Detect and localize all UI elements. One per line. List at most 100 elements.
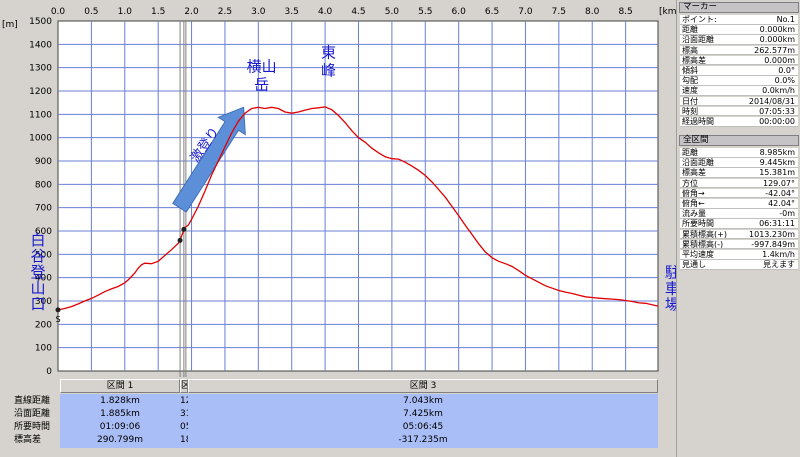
total-panel-row-value: 1.4km/h [762,250,795,259]
segment-header-1[interactable]: 区間 1 [60,379,180,393]
y-tick-label: 700 [35,204,52,214]
total-panel-row-key: 平均速度 [682,250,714,259]
segment-cell: -317.235m [398,435,448,445]
total-panel-row: 俯角← 42.04° [680,199,798,209]
segment-row-label: 所要時間 [14,422,51,432]
marker-panel-row-value: 00:00:00 [759,117,795,126]
segment-cell: 7.425km [403,409,443,419]
segment-header-2[interactable]: 区 [180,379,188,393]
marker-panel-row-value: 0.000km [759,25,795,35]
segment-table: 区間 1区区間 3 直線距離 1.828km 12 7.043km 沿面距離 1.885k… [0,377,662,457]
x-tick-label: 8.5 [618,7,632,17]
marker-panel-row-key: 標高 [682,45,698,55]
segment-cell: 31 [180,409,188,419]
total-panel-row: 距離 8.985km [680,148,798,158]
total-panel-row-value: 06:31:11 [759,219,795,229]
y-tick-label: 800 [35,180,52,190]
y-tick-label: 1400 [29,40,52,50]
segment-row-label: 直線距離 [14,396,51,406]
x-tick-label: 1.5 [151,7,165,17]
marker-label: S [55,315,60,324]
total-panel-row-key: 標高差 [682,168,706,178]
total-panel-row-key: 累積標高(-) [682,239,724,249]
total-panel-row-value: 129.07° [763,178,795,188]
marker-panel-row-key: 傾斜 [682,66,698,75]
segment-cell: 290.799m [97,435,143,445]
marker-panel-row-value: 07:05:33 [759,106,795,116]
steep-arrow-shape [172,106,246,213]
info-panel: マーカー ポイント: No.1 距離 0.000km 沿面距離 0.000km 標高 262.… [676,0,800,457]
total-panel-row-value: 42.04° [768,199,795,208]
segment-cell: 05:06:45 [402,422,444,432]
total-panel-title: 全区間 [679,135,799,146]
marker-panel-row-value: 0.0km/h [762,86,795,96]
annotation-char: 白 [30,231,45,249]
marker [181,226,187,232]
marker-panel-row: 経過時間 00:00:00 [680,117,798,127]
total-panel-row-value: -42.04° [765,188,795,198]
total-panel-row-key: 流み量 [682,209,706,219]
total-panel-row: 流み量 -0m [680,209,798,219]
marker-panel-row: 日付 2014/08/31 [680,96,798,107]
marker-panel-row-value: 0.0% [774,76,795,86]
total-panel-row-key: 所要時間 [682,219,714,229]
annotation-char: 登 [30,263,45,281]
y-axis-ticks: 0 100 200 300 400 500 600 700 800 900 1000 1100 1200… [29,17,52,377]
marker-panel-row: 標高 262.577m [680,45,798,56]
y-tick-label: 200 [35,320,52,330]
annotation-char: 場 [665,295,676,313]
segment-header-3[interactable]: 区間 3 [188,379,658,393]
marker-panel-row: 傾斜 0.0° [680,66,798,76]
segment-header-row: 区間 1区区間 3 [0,379,662,393]
x-tick-label: 5.0 [385,7,400,17]
y-tick-label: 1000 [29,134,52,144]
segment-cell: 01:09:06 [99,422,141,432]
total-panel-row-key: 見通し [682,260,706,270]
y-tick-label: 1300 [29,64,52,74]
segment-cell: 1.828km [100,396,140,406]
annotation-stacked: 横山岳 [247,57,277,93]
total-panel-row: 見通し 見えます [680,260,798,270]
marker-dot [55,307,61,313]
annotation-vertical: 駐車場 [665,263,676,313]
total-panel-row-key: 距離 [682,148,698,157]
total-panel-row: 累積標高(-) -997.849m [680,239,798,250]
annotation-line: 岳 [254,75,269,93]
total-panel-row: 方位 129.07° [680,178,798,189]
marker-panel-row-value: 0.000km [759,35,795,45]
x-tick-label: 6.5 [485,7,499,17]
x-tick-label: 8.0 [585,7,600,17]
annotation-char: 車 [665,279,676,297]
y-tick-label: 500 [35,250,52,260]
total-panel-row: 累積標高(+) 1013.230m [680,229,798,240]
elevation-series-line [57,106,659,311]
x-tick-label: 2.0 [184,7,199,17]
segment-row: 標高差 290.799m 18 -317.235m [0,434,662,447]
marker-panel-row-key: 沿面距離 [682,35,714,45]
marker-panel-row-key: 時刻 [682,106,698,116]
marker-dot [181,226,187,232]
x-tick-label: 0.5 [84,7,98,17]
marker-panel-row-value: 2014/08/31 [748,96,795,106]
total-panel-row-value: 1013.230m [749,229,795,239]
marker-panel-row-key: 速度 [682,86,698,96]
marker-panel-row: 沿面距離 0.000km [680,35,798,46]
segment-row: 所要時間 01:09:06 05 05:06:45 [0,421,662,434]
y-tick-label: 400 [35,274,52,284]
total-panel-row-key: 累積標高(+) [682,229,727,239]
y-tick-label: 1200 [29,87,52,97]
total-panel-row-key: 俯角→ [682,188,705,198]
segment-cell: 12 [180,396,188,406]
elevation-chart: 0.0 0.5 1.0 1.5 2.0 2.5 3.0 3.5 4.0 4.5 5.0 5.5 6.0 6… [2,7,676,377]
x-tick-label: 7.0 [518,7,533,17]
x-axis-unit: [km] [659,7,676,17]
y-tick-label: 1100 [29,110,52,120]
x-tick-label: 1.0 [118,7,133,17]
marker-panel-row: 標高差 0.000m [680,55,798,66]
annotation-line: 横山 [247,57,277,75]
segment-row-label: 標高差 [14,435,42,445]
total-panel-row-value: 9.445km [759,158,795,168]
total-panel-row-value: -997.849m [751,239,795,249]
marker: S [55,307,61,324]
segment-row: 直線距離 1.828km 12 7.043km [0,395,662,408]
